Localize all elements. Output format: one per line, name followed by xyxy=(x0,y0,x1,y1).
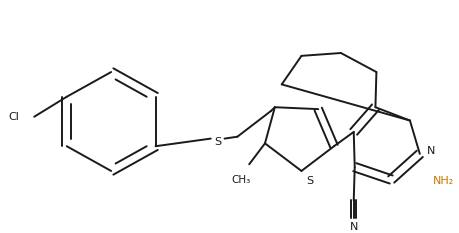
Text: CH₃: CH₃ xyxy=(232,175,251,185)
Text: NH₂: NH₂ xyxy=(433,176,454,186)
Text: Cl: Cl xyxy=(9,112,19,122)
Text: N: N xyxy=(427,146,435,156)
Text: S: S xyxy=(214,137,221,147)
Text: N: N xyxy=(350,222,358,232)
Text: S: S xyxy=(307,176,313,186)
